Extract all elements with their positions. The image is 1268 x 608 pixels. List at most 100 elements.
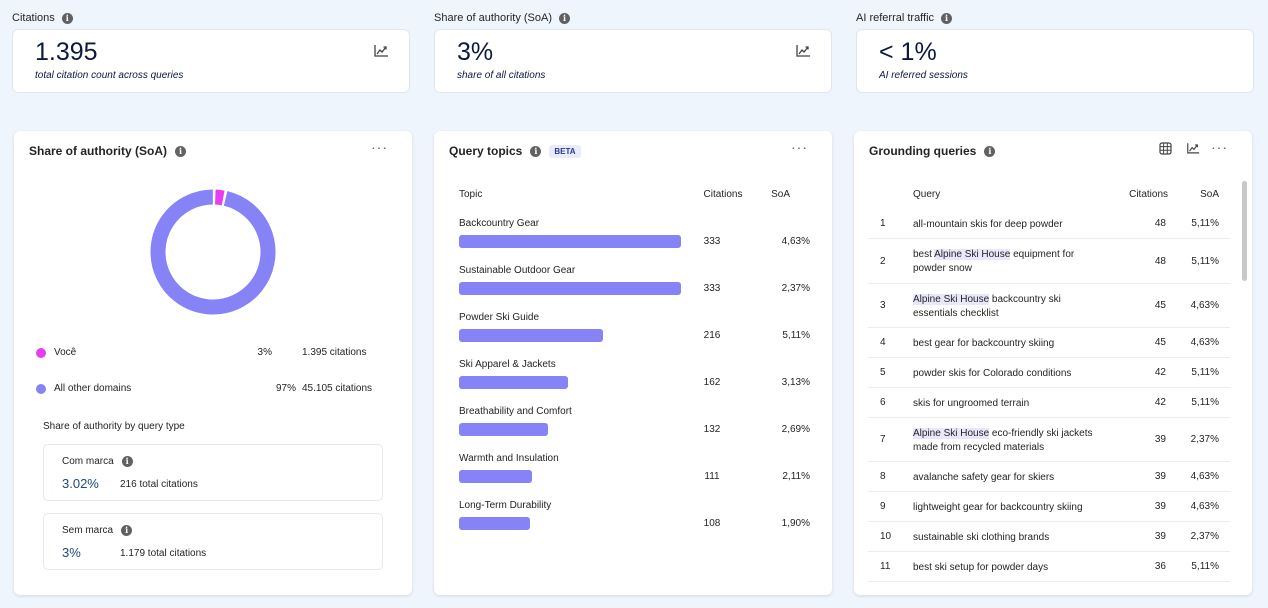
query-soa: 4,63% <box>1190 501 1219 512</box>
panel-title: Grounding queries i <box>869 144 996 158</box>
donut-slice-you[interactable] <box>214 189 225 206</box>
legend-name: Você <box>54 347 77 358</box>
query-type-label: Sem marca <box>62 525 114 536</box>
query-soa: 5,11% <box>1191 561 1219 572</box>
info-icon[interactable]: i <box>530 145 542 157</box>
column-header-citations[interactable]: Citations <box>703 189 743 200</box>
query-text: lightweight gear for backcountry skiing <box>913 501 1093 515</box>
column-header-soa[interactable]: SoA <box>1200 189 1219 200</box>
topic-bar[interactable] <box>459 423 548 436</box>
query-type-pct: 3.02% <box>62 476 99 491</box>
more-horizontal-icon[interactable]: ··· <box>1211 139 1228 155</box>
row-number: 5 <box>880 367 886 378</box>
query-text: sustainable ski clothing brands <box>913 531 1093 545</box>
table-row[interactable]: 5 powder skis for Colorado conditions 42 5,… <box>868 358 1230 388</box>
topic-name: Breathability and Comfort <box>459 406 572 417</box>
query-soa: 5,11% <box>1191 218 1219 229</box>
vertical-scrollbar[interactable] <box>1242 181 1247 281</box>
topic-name: Warmth and Insulation <box>459 453 559 464</box>
query-citations: 42 <box>1154 367 1166 378</box>
column-header-soa[interactable]: SoA <box>771 189 790 200</box>
donut-slice-others[interactable] <box>150 189 276 315</box>
query-text: best gear for backcountry skiing <box>913 337 1093 351</box>
trend-chart-icon[interactable] <box>795 44 811 58</box>
kpi-label-soa: Share of authority (SoA) i <box>434 12 571 24</box>
topic-bar[interactable] <box>459 517 530 530</box>
legend-name: All other domains <box>54 383 132 394</box>
trend-chart-icon[interactable] <box>1186 142 1200 155</box>
info-icon[interactable]: i <box>559 12 571 24</box>
info-icon[interactable]: i <box>984 145 996 157</box>
info-icon[interactable]: i <box>175 145 187 157</box>
query-type-total: 1.179 total citations <box>120 548 207 559</box>
query-text-prefix: all-mountain skis for deep powder <box>913 219 1063 230</box>
info-icon[interactable]: i <box>61 12 73 24</box>
table-row[interactable]: 9 lightweight gear for backcountry skiing… <box>868 492 1230 522</box>
kpi-value: < 1% <box>879 38 937 66</box>
table-row[interactable]: 8 avalanche safety gear for skiers 39 4,63% <box>868 462 1230 492</box>
info-icon[interactable]: i <box>121 525 133 536</box>
topic-bar[interactable] <box>459 235 681 248</box>
query-soa: 5,11% <box>1191 367 1219 378</box>
row-number: 11 <box>880 561 891 572</box>
query-type-card-unbranded: Sem marca i 3% 1.179 total citations <box>43 513 383 570</box>
query-citations: 48 <box>1154 255 1166 267</box>
topic-citations: 132 <box>703 424 721 435</box>
column-header-topic[interactable]: Topic <box>459 189 483 200</box>
query-text-suffix: equipment for powder snow <box>913 249 1075 274</box>
table-view-icon[interactable] <box>1159 142 1172 155</box>
kpi-label-text: Citations <box>12 12 55 24</box>
query-text: avalanche safety gear for skiers <box>913 471 1093 485</box>
panel-title-text: Share of authority (SoA) <box>29 144 168 158</box>
query-text-prefix: best <box>913 249 935 260</box>
query-text: all-mountain skis for deep powder <box>913 218 1093 232</box>
more-horizontal-icon[interactable]: ··· <box>791 139 808 155</box>
query-text-prefix: best gear for backcountry skiing <box>913 338 1055 349</box>
column-header-query[interactable]: Query <box>913 189 941 200</box>
query-citations: 45 <box>1154 300 1166 311</box>
trend-chart-icon[interactable] <box>373 44 389 58</box>
info-icon[interactable]: i <box>941 12 953 24</box>
query-soa: 4,63% <box>1190 337 1219 348</box>
topic-bar[interactable] <box>459 376 568 389</box>
topic-citations: 333 <box>703 236 721 247</box>
query-type-label: Com marca <box>62 456 114 467</box>
row-number: 1 <box>880 218 886 229</box>
table-row[interactable]: 6 skis for ungroomed terrain 42 5,11% <box>868 388 1230 418</box>
column-header-citations[interactable]: Citations <box>1129 189 1168 200</box>
topic-bar[interactable] <box>459 470 532 483</box>
table-row[interactable]: 11 best ski setup for powder days 36 5,11% <box>868 552 1230 582</box>
info-icon[interactable]: i <box>121 456 133 467</box>
panel-title: Share of authority (SoA) i <box>29 144 187 158</box>
query-type-pct: 3% <box>62 545 81 560</box>
legend-pct: 97% <box>275 383 296 394</box>
table-row[interactable]: 7 Alpine Ski House eco-friendly ski jacke… <box>868 418 1230 462</box>
topic-name: Sustainable Outdoor Gear <box>459 265 576 276</box>
topic-soa: 2,69% <box>781 424 810 435</box>
query-text: best Alpine Ski House equipment for powd… <box>913 248 1093 276</box>
table-row[interactable]: 2 best Alpine Ski House equipment for pow… <box>868 239 1230 284</box>
grounding-panel: Grounding queries i ··· Query Citations … <box>854 131 1252 595</box>
query-text-suffix: backcountry ski essentials checklist <box>913 294 1061 319</box>
query-text-prefix: lightweight gear for backcountry skiing <box>913 502 1083 513</box>
topic-bar[interactable] <box>459 329 603 342</box>
table-row[interactable]: 3 Alpine Ski House backcountry ski essent… <box>868 284 1230 328</box>
table-row[interactable]: 4 best gear for backcountry skiing 45 4,63% <box>868 328 1230 358</box>
topic-bar[interactable] <box>459 282 681 295</box>
query-soa: 2,37% <box>1190 434 1219 445</box>
query-text-prefix: sustainable ski clothing brands <box>913 532 1050 543</box>
query-citations: 42 <box>1154 397 1166 408</box>
legend-pct: 3% <box>257 347 272 358</box>
topic-citations: 111 <box>704 471 720 482</box>
query-citations: 39 <box>1154 434 1166 445</box>
more-horizontal-icon[interactable]: ··· <box>371 139 388 155</box>
table-row[interactable]: 10 sustainable ski clothing brands 39 2,37% <box>868 522 1230 552</box>
table-row[interactable]: 1 all-mountain skis for deep powder 48 5,11… <box>868 209 1230 239</box>
kpi-subtitle: total citation count across queries <box>35 70 184 81</box>
legend-swatch <box>36 347 46 358</box>
query-soa: 4,63% <box>1190 471 1219 482</box>
kpi-subtitle: share of all citations <box>457 70 546 81</box>
query-type-name: Sem marca i <box>62 525 133 536</box>
topic-citations: 108 <box>703 518 721 529</box>
query-text: powder skis for Colorado conditions <box>913 367 1093 381</box>
